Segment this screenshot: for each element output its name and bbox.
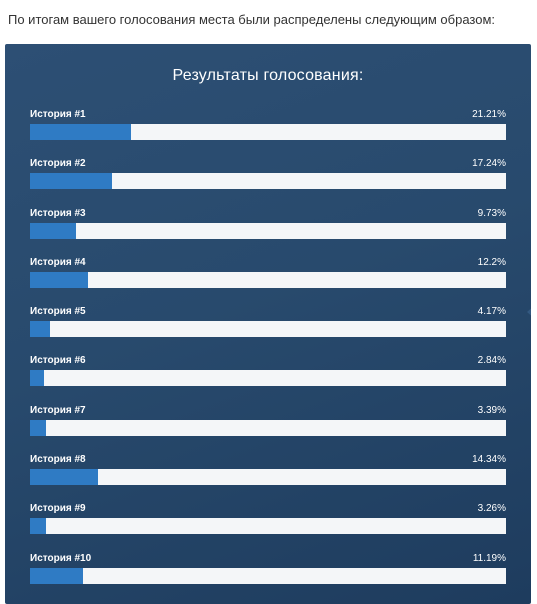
intro-text: По итогам вашего голосования места были … — [8, 12, 495, 27]
bar-value-label: 21.21% — [472, 109, 506, 120]
panel-decoration — [527, 298, 531, 326]
bar-value-label: 3.39% — [478, 405, 506, 416]
chart-title: Результаты голосования: — [5, 67, 531, 85]
bar-label: История #3 — [30, 208, 86, 219]
bar-track — [30, 321, 506, 337]
bar-value-label: 14.34% — [472, 454, 506, 465]
results-list: История #1 21.21% История #2 17.24% История … — [30, 108, 506, 601]
bar — [30, 173, 112, 189]
result-row: История #10 11.19% — [30, 552, 506, 601]
bar-value-label: 12.2% — [478, 257, 506, 268]
bar-label: История #10 — [30, 553, 91, 564]
bar-track — [30, 568, 506, 584]
bar-track — [30, 173, 506, 189]
result-row: История #5 4.17% — [30, 305, 506, 354]
bar-label: История #2 — [30, 158, 86, 169]
bar-track — [30, 420, 506, 436]
bar-value-label: 9.73% — [478, 208, 506, 219]
bar — [30, 568, 83, 584]
bar-track — [30, 469, 506, 485]
bar-value-label: 2.84% — [478, 355, 506, 366]
bar-label: История #5 — [30, 306, 86, 317]
result-row: История #6 2.84% — [30, 354, 506, 403]
bar-track — [30, 518, 506, 534]
bar-label: История #9 — [30, 503, 86, 514]
bar — [30, 370, 44, 386]
bar-value-label: 3.26% — [478, 503, 506, 514]
bar — [30, 223, 76, 239]
bar — [30, 469, 98, 485]
result-row: История #7 3.39% — [30, 404, 506, 453]
bar-label: История #7 — [30, 405, 86, 416]
result-row: История #3 9.73% — [30, 207, 506, 256]
bar-label: История #1 — [30, 109, 86, 120]
result-row: История #4 12.2% — [30, 256, 506, 305]
results-panel: Результаты голосования: История #1 21.21%… — [5, 44, 531, 604]
result-row: История #2 17.24% — [30, 157, 506, 206]
result-row: История #1 21.21% — [30, 108, 506, 157]
bar-value-label: 11.19% — [473, 553, 506, 564]
bar-track — [30, 370, 506, 386]
bar — [30, 272, 88, 288]
bar-track — [30, 272, 506, 288]
bar-label: История #8 — [30, 454, 86, 465]
bar-track — [30, 223, 506, 239]
bar — [30, 124, 131, 140]
bar-label: История #4 — [30, 257, 86, 268]
bar-label: История #6 — [30, 355, 86, 366]
result-row: История #9 3.26% — [30, 502, 506, 551]
bar — [30, 518, 46, 534]
result-row: История #8 14.34% — [30, 453, 506, 502]
bar — [30, 321, 50, 337]
bar — [30, 420, 46, 436]
bar-value-label: 17.24% — [472, 158, 506, 169]
bar-value-label: 4.17% — [478, 306, 506, 317]
bar-track — [30, 124, 506, 140]
